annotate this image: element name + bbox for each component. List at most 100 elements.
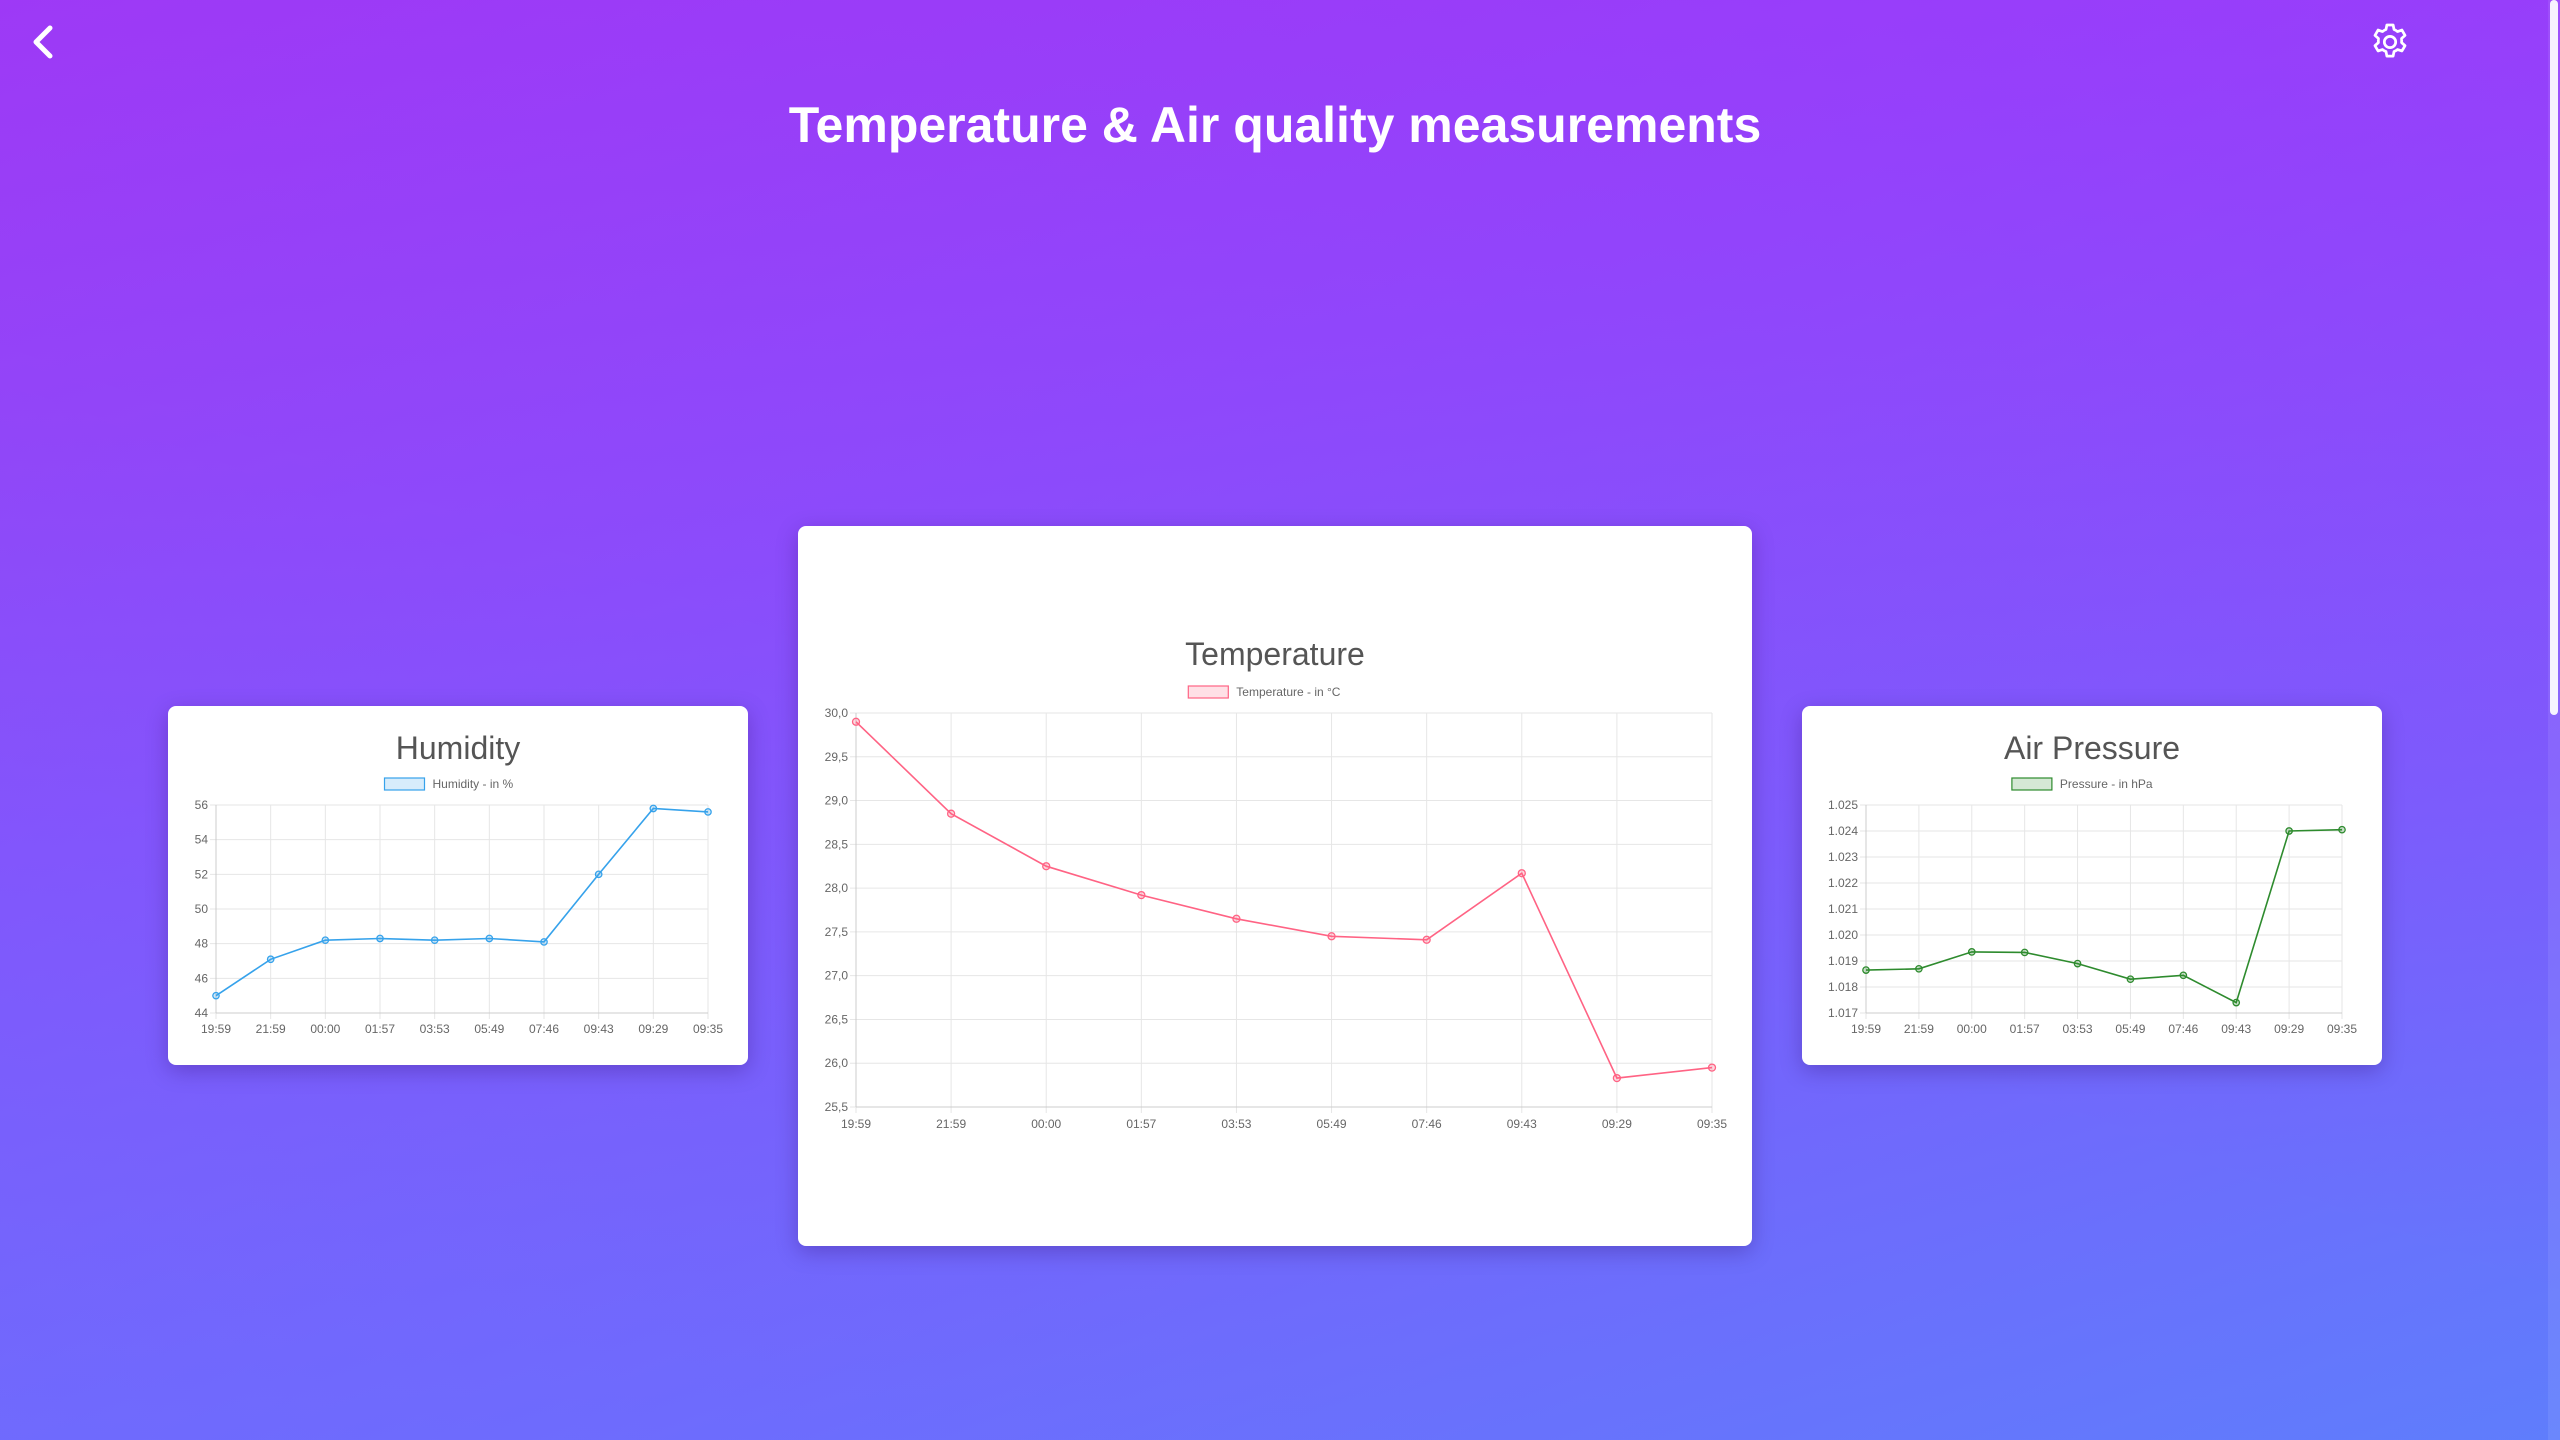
back-button[interactable] bbox=[24, 20, 64, 64]
humidity-y-tick-label: 52 bbox=[195, 867, 209, 881]
temperature-y-tick-label: 29,0 bbox=[825, 794, 849, 808]
pressure-data-point bbox=[1862, 966, 1870, 974]
humidity-line-chart: Humidity Humidity - in % 44 46 48 50 52 54 56 19:… bbox=[195, 730, 724, 1036]
temperature-x-tick-label: 09:35 bbox=[1697, 1117, 1727, 1131]
humidity-data-point bbox=[485, 934, 494, 943]
pressure-y-tick-label: 1.020 bbox=[1828, 928, 1858, 942]
pressure-chart-title: Air Pressure bbox=[2004, 730, 2180, 766]
temperature-x-tick-label: 09:43 bbox=[1507, 1117, 1537, 1131]
humidity-x-tick-label: 21:59 bbox=[256, 1022, 286, 1036]
pressure-legend-swatch bbox=[2011, 777, 2053, 791]
pressure-x-tick-label: 05:49 bbox=[2115, 1022, 2145, 1036]
pressure-line-chart: Air Pressure Pressure - in hPa 1.017 1.018 1… bbox=[1828, 730, 2357, 1036]
humidity-chart-group: Humidity Humidity - in % 44 46 48 50 52 54 56 19:… bbox=[195, 730, 724, 1036]
pressure-y-tick-label: 1.022 bbox=[1828, 876, 1858, 890]
humidity-data-point bbox=[594, 870, 603, 879]
humidity-y-tick-label: 54 bbox=[195, 833, 209, 847]
humidity-data-point bbox=[321, 936, 330, 945]
temperature-y-tick-label: 28,0 bbox=[825, 881, 849, 895]
humidity-x-tick-label: 09:29 bbox=[638, 1022, 668, 1036]
temperature-y-tick-label: 27,5 bbox=[825, 925, 849, 939]
humidity-legend-swatch bbox=[383, 777, 426, 791]
temperature-data-point bbox=[851, 717, 861, 726]
temperature-data-point bbox=[946, 809, 956, 818]
humidity-y-tick-label: 46 bbox=[195, 971, 209, 985]
humidity-y-tick-label: 56 bbox=[195, 798, 209, 812]
temperature-x-tick-label: 05:49 bbox=[1317, 1117, 1347, 1131]
humidity-data-point bbox=[704, 808, 712, 816]
humidity-data-point bbox=[212, 991, 220, 1000]
temperature-data-point bbox=[1042, 862, 1051, 871]
pressure-chart-group: Air Pressure Pressure - in hPa 1.017 1.018 1… bbox=[1828, 730, 2357, 1036]
pressure-data-point bbox=[2338, 825, 2346, 834]
temperature-series-line bbox=[855, 721, 1713, 1079]
humidity-data-point bbox=[430, 936, 439, 945]
temperature-y-tick-label: 26,5 bbox=[825, 1012, 849, 1026]
humidity-x-tick-label: 03:53 bbox=[420, 1022, 450, 1036]
temperature-x-tick-label: 03:53 bbox=[1221, 1117, 1251, 1131]
pressure-y-tick-label: 1.019 bbox=[1828, 954, 1858, 968]
pressure-x-tick-label: 07:46 bbox=[2168, 1022, 2198, 1036]
temperature-line-chart: Temperature Temperature - in °C 25,5 26,0 26… bbox=[825, 636, 1728, 1131]
temperature-y-tick-label: 27,0 bbox=[825, 969, 849, 983]
temperature-chart-title: Temperature bbox=[1185, 636, 1365, 672]
humidity-x-tick-label: 01:57 bbox=[365, 1022, 395, 1036]
temperature-data-point bbox=[1707, 1063, 1717, 1072]
humidity-x-tick-label: 09:35 bbox=[693, 1022, 723, 1036]
humidity-x-tick-label: 00:00 bbox=[310, 1022, 340, 1036]
pressure-x-tick-label: 03:53 bbox=[2063, 1022, 2093, 1036]
pressure-chart-card: Air Pressure Pressure - in hPa 1.017 1.018 1… bbox=[1802, 706, 2382, 1065]
temperature-data-point bbox=[1232, 914, 1241, 923]
pressure-data-point bbox=[2020, 948, 2029, 957]
temperature-y-tick-label: 29,5 bbox=[825, 750, 849, 764]
pressure-data-point bbox=[2285, 827, 2293, 835]
temperature-data-point bbox=[1612, 1073, 1622, 1083]
humidity-y-tick-label: 50 bbox=[195, 902, 209, 916]
temperature-data-point bbox=[1137, 890, 1146, 900]
pressure-y-tick-label: 1.023 bbox=[1828, 850, 1858, 864]
humidity-data-point bbox=[376, 934, 384, 943]
pressure-data-point bbox=[2073, 959, 2082, 968]
humidity-data-point bbox=[649, 804, 658, 813]
pressure-data-point bbox=[2179, 971, 2188, 980]
pressure-data-point bbox=[2232, 998, 2241, 1007]
humidity-data-point bbox=[266, 955, 275, 964]
temperature-legend-label: Temperature - in °C bbox=[1236, 685, 1341, 699]
pressure-y-tick-label: 1.018 bbox=[1828, 980, 1858, 994]
pressure-x-tick-label: 00:00 bbox=[1957, 1022, 1987, 1036]
pressure-x-tick-label: 09:29 bbox=[2274, 1022, 2304, 1036]
temperature-x-tick-label: 21:59 bbox=[936, 1117, 966, 1131]
pressure-y-tick-label: 1.025 bbox=[1828, 798, 1858, 812]
humidity-legend-label: Humidity - in % bbox=[433, 777, 514, 791]
temperature-y-tick-label: 25,5 bbox=[825, 1100, 849, 1114]
humidity-y-tick-label: 48 bbox=[195, 937, 209, 951]
page-scrollbar-thumb[interactable] bbox=[2550, 0, 2558, 715]
humidity-series-line bbox=[215, 807, 709, 997]
humidity-x-tick-label: 07:46 bbox=[529, 1022, 559, 1036]
humidity-x-tick-label: 05:49 bbox=[474, 1022, 504, 1036]
chevron-left-icon bbox=[33, 25, 53, 59]
temperature-chart-group: Temperature Temperature - in °C 25,5 26,0 26… bbox=[825, 636, 1728, 1131]
temperature-chart-card: Temperature Temperature - in °C 25,5 26,0 26… bbox=[798, 526, 1752, 1246]
temperature-y-tick-label: 28,5 bbox=[825, 837, 849, 851]
humidity-x-tick-label: 19:59 bbox=[201, 1022, 231, 1036]
pressure-legend-label: Pressure - in hPa bbox=[2060, 777, 2153, 791]
pressure-data-point bbox=[1967, 948, 1976, 956]
pressure-x-tick-label: 21:59 bbox=[1904, 1022, 1934, 1036]
temperature-data-point bbox=[1422, 935, 1431, 944]
gear-icon bbox=[2373, 23, 2407, 58]
temperature-x-tick-label: 09:29 bbox=[1602, 1117, 1632, 1131]
temperature-x-tick-label: 00:00 bbox=[1031, 1117, 1061, 1131]
humidity-x-tick-label: 09:43 bbox=[584, 1022, 614, 1036]
temperature-y-tick-label: 26,0 bbox=[825, 1056, 849, 1070]
temperature-x-tick-label: 01:57 bbox=[1126, 1117, 1156, 1131]
settings-button[interactable] bbox=[2368, 20, 2412, 64]
pressure-x-tick-label: 09:43 bbox=[2221, 1022, 2251, 1036]
temperature-x-tick-label: 19:59 bbox=[841, 1117, 871, 1131]
pressure-x-tick-label: 19:59 bbox=[1851, 1022, 1881, 1036]
page-title: Temperature & Air quality measurements bbox=[788, 97, 1762, 153]
pressure-x-tick-label: 09:35 bbox=[2327, 1022, 2357, 1036]
pressure-series-line bbox=[1865, 828, 2343, 1004]
pressure-x-tick-label: 01:57 bbox=[2010, 1022, 2040, 1036]
humidity-data-point bbox=[540, 938, 548, 946]
